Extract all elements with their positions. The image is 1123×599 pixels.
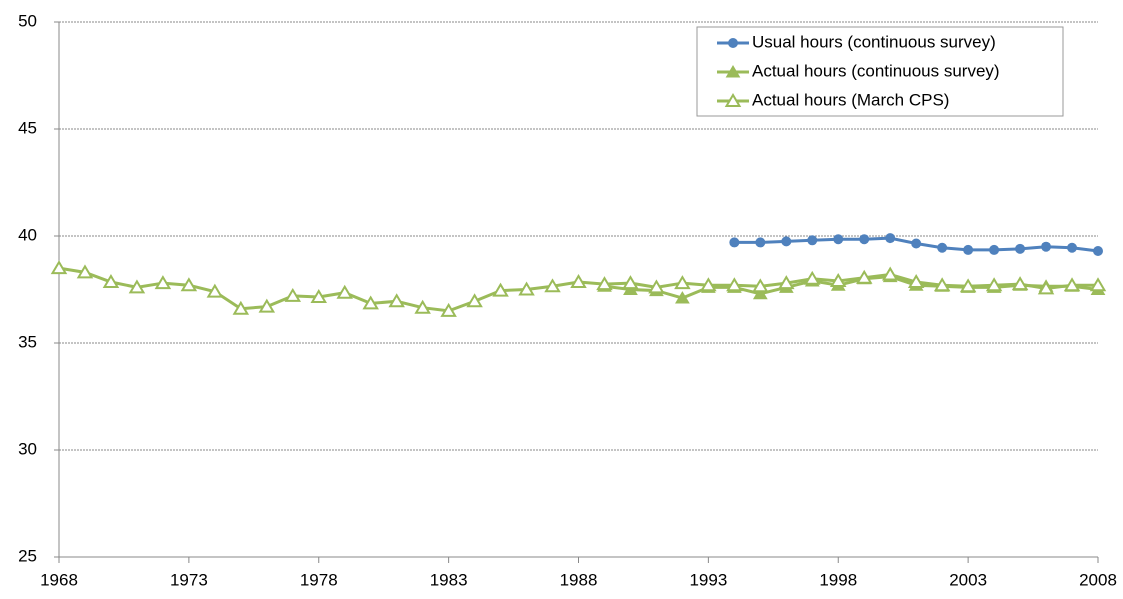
point [859,234,870,245]
point [933,277,951,292]
point [885,233,896,244]
point [414,299,431,314]
legend-marker [725,65,741,78]
point [518,281,535,296]
x-tick-label: 1983 [430,570,468,589]
x-tick-label: 2003 [949,570,987,589]
point [336,284,353,299]
point [440,302,457,317]
point [50,260,68,275]
y-tick-label: 25 [18,546,37,565]
point [570,274,587,289]
point [232,300,250,315]
point [881,266,899,281]
point [154,275,172,290]
point [804,270,821,285]
legend-label: Usual hours (continuous survey) [752,32,996,51]
point [258,298,276,313]
point [729,237,740,248]
point [985,277,1003,292]
point [911,238,922,249]
point [648,279,665,294]
legend-label: Actual hours (March CPS) [752,90,949,109]
point [1037,280,1055,295]
point [388,293,405,308]
legend-marker [728,38,738,48]
point [807,235,818,246]
x-tick-label: 1993 [689,570,727,589]
point [674,275,691,290]
legend-marker [724,93,742,107]
y-tick-label: 35 [18,332,37,351]
point [755,237,766,248]
point [726,277,743,292]
point [180,277,198,292]
x-tick-label: 1988 [560,570,598,589]
x-tick-label: 1973 [170,570,208,589]
point [206,283,224,298]
point [466,293,483,308]
point [1067,242,1078,253]
point [128,279,146,294]
point [622,275,639,290]
x-tick-label: 1968 [40,570,78,589]
point [1011,276,1029,291]
y-tick-label: 40 [18,225,37,244]
point [752,286,768,300]
point [833,234,844,245]
point [781,236,792,247]
x-tick-label: 1998 [819,570,857,589]
point [596,276,613,291]
point [492,282,509,297]
point [544,278,561,293]
y-tick-label: 50 [18,11,37,30]
point [700,277,717,292]
x-tick-label: 2008 [1079,570,1117,589]
point [778,275,795,290]
point [284,287,302,302]
legend-box [696,26,1064,117]
point [76,264,94,279]
point [959,278,977,293]
x-tick-label: 1978 [300,570,338,589]
point [989,244,1000,255]
point [1041,241,1052,252]
y-tick-label: 30 [18,439,37,458]
point [752,278,769,293]
point [963,244,974,255]
point [1093,245,1103,256]
point [310,289,328,303]
point [362,295,379,310]
point [829,272,847,287]
point [1063,277,1081,292]
point [855,269,873,284]
point [102,274,120,289]
point [675,291,690,304]
point [1089,277,1107,292]
y-tick-label: 45 [18,118,37,137]
point [907,274,925,289]
legend-label: Actual hours (continuous survey) [752,61,1000,80]
point [937,242,948,253]
point [1015,243,1026,254]
